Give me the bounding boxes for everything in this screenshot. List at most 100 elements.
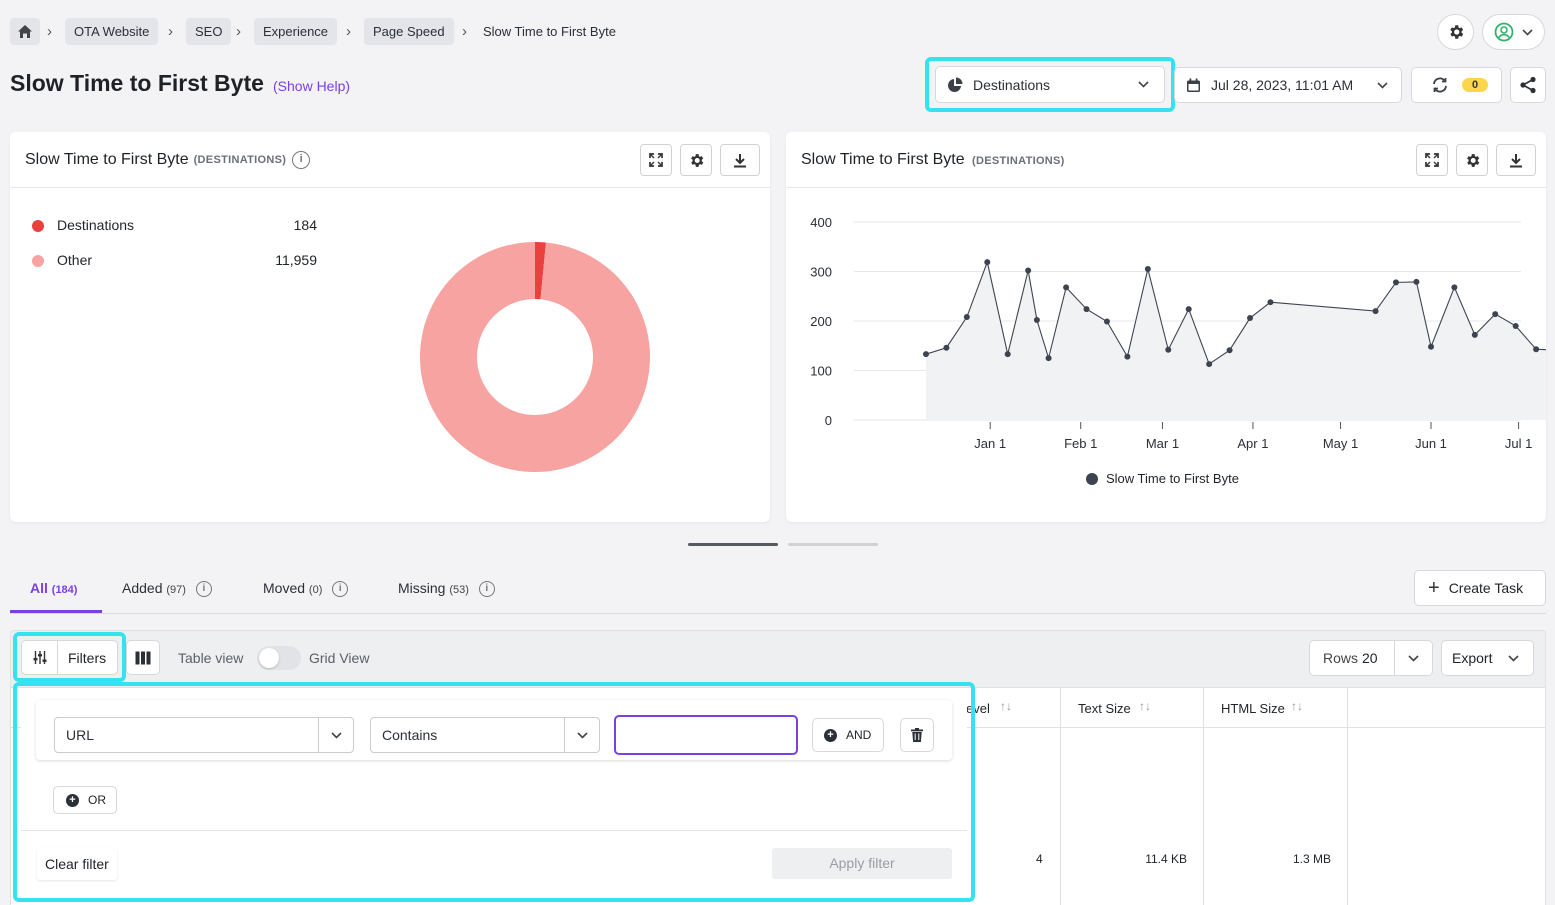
data-point[interactable] bbox=[1247, 315, 1254, 322]
data-point[interactable] bbox=[943, 344, 950, 351]
column-header-html-size[interactable]: HTML Size ↑↓ bbox=[1205, 688, 1348, 905]
data-point[interactable] bbox=[1004, 351, 1011, 358]
settings-button[interactable] bbox=[1437, 14, 1474, 50]
delete-condition-button[interactable] bbox=[900, 718, 934, 752]
y-tick-label: 100 bbox=[810, 364, 832, 379]
tab-added[interactable]: Added (97) i bbox=[122, 580, 212, 598]
rows-per-page-select[interactable]: Rows 20 bbox=[1309, 640, 1433, 676]
clear-filter-button[interactable]: Clear filter bbox=[37, 848, 117, 880]
add-and-condition-button[interactable]: + AND bbox=[812, 718, 884, 752]
breadcrumb-page-speed[interactable]: Page Speed bbox=[364, 18, 454, 45]
filter-operator-select[interactable]: Contains bbox=[370, 717, 600, 753]
breadcrumb: › OTA Website › SEO › Experience › Page … bbox=[0, 0, 700, 60]
donut-legend-item[interactable]: Destinations 184 bbox=[32, 217, 332, 237]
data-point[interactable] bbox=[984, 259, 991, 266]
tab-moved[interactable]: Moved (0) i bbox=[263, 580, 349, 598]
info-icon[interactable]: i bbox=[332, 581, 349, 598]
export-button[interactable]: Export bbox=[1441, 640, 1534, 676]
data-point[interactable] bbox=[1033, 317, 1040, 324]
data-point[interactable] bbox=[1206, 361, 1213, 368]
tab-label: Moved bbox=[263, 580, 306, 596]
data-point[interactable] bbox=[1451, 284, 1458, 291]
columns-button[interactable] bbox=[126, 640, 160, 675]
data-point[interactable] bbox=[1226, 347, 1233, 354]
chevron-down-icon bbox=[1138, 81, 1149, 88]
filter-value-input[interactable] bbox=[614, 715, 798, 755]
donut-slice-destinations[interactable] bbox=[535, 242, 546, 300]
line-card-header: Slow Time to First Byte (DESTINATIONS) bbox=[786, 132, 1546, 188]
apply-filter-button[interactable]: Apply filter bbox=[772, 848, 952, 879]
data-point[interactable] bbox=[1267, 299, 1274, 306]
data-point[interactable] bbox=[1533, 346, 1540, 353]
show-help-link[interactable]: (Show Help) bbox=[273, 78, 351, 94]
date-selector[interactable]: Jul 28, 2023, 11:01 AM bbox=[1174, 67, 1402, 103]
carousel-indicator-active[interactable] bbox=[688, 543, 778, 546]
share-button[interactable] bbox=[1510, 67, 1546, 103]
chart-settings-button[interactable] bbox=[1456, 144, 1488, 176]
x-tick-label: Apr 1 bbox=[1237, 436, 1268, 451]
tab-count: (53) bbox=[449, 584, 469, 596]
download-button[interactable] bbox=[1496, 144, 1536, 176]
y-tick-label: 200 bbox=[810, 314, 832, 329]
data-point[interactable] bbox=[963, 314, 970, 321]
refresh-button[interactable]: 0 bbox=[1411, 67, 1502, 103]
data-point[interactable] bbox=[1083, 306, 1090, 313]
tab-all[interactable]: All (184) bbox=[30, 580, 77, 596]
data-point[interactable] bbox=[1124, 353, 1131, 360]
line-chart: 0 100 200 300 400 Jan 1 Feb 1 Mar 1 Apr 1 May 1 Ju… bbox=[810, 215, 1546, 451]
carousel-indicator[interactable] bbox=[788, 543, 878, 546]
data-point[interactable] bbox=[1492, 311, 1499, 318]
and-label: AND bbox=[846, 728, 872, 742]
data-point[interactable] bbox=[1045, 355, 1052, 362]
user-menu-button[interactable] bbox=[1482, 14, 1545, 50]
breadcrumb-ota-website[interactable]: OTA Website bbox=[65, 18, 159, 45]
line-legend-item[interactable]: Slow Time to First Byte bbox=[1086, 471, 1239, 486]
plus-circle-icon: + bbox=[66, 793, 79, 807]
view-toggle[interactable] bbox=[257, 646, 301, 670]
segment-selector[interactable]: Destinations bbox=[935, 66, 1165, 103]
gear-icon bbox=[690, 153, 703, 167]
y-tick-label: 300 bbox=[810, 265, 832, 280]
data-point[interactable] bbox=[1025, 267, 1032, 274]
info-icon[interactable]: i bbox=[478, 581, 495, 598]
column-header-text-size[interactable]: Text Size ↑↓ bbox=[1062, 688, 1204, 905]
filter-operator-value: Contains bbox=[382, 727, 438, 743]
data-point[interactable] bbox=[1103, 318, 1110, 325]
data-point[interactable] bbox=[1413, 278, 1420, 285]
tab-missing[interactable]: Missing (53) i bbox=[398, 580, 495, 598]
chevron-right-icon: › bbox=[236, 23, 241, 40]
data-point[interactable] bbox=[1392, 279, 1399, 286]
data-point[interactable] bbox=[1185, 306, 1192, 313]
data-point[interactable] bbox=[1372, 308, 1379, 315]
data-point[interactable] bbox=[1165, 346, 1172, 353]
y-tick-label: 0 bbox=[825, 413, 832, 428]
filter-field-chevron bbox=[318, 718, 353, 752]
fullscreen-button[interactable] bbox=[640, 144, 672, 176]
expand-icon bbox=[1425, 153, 1439, 167]
table-view-label: Table view bbox=[178, 650, 244, 666]
home-button[interactable] bbox=[10, 18, 40, 45]
data-point[interactable] bbox=[1144, 266, 1151, 273]
create-task-button[interactable]: + Create Task bbox=[1414, 570, 1546, 606]
filters-button[interactable]: Filters bbox=[21, 640, 118, 675]
data-point[interactable] bbox=[922, 351, 929, 358]
data-point[interactable] bbox=[1471, 331, 1478, 338]
data-point[interactable] bbox=[1063, 284, 1070, 291]
donut-legend-item[interactable]: Other 11,959 bbox=[32, 252, 332, 272]
data-point[interactable] bbox=[1512, 322, 1519, 329]
table-row[interactable]: 4 11.4 KB 1.3 MB bbox=[11, 728, 1545, 905]
fullscreen-button[interactable] bbox=[1416, 144, 1448, 176]
add-or-group-button[interactable]: + OR bbox=[53, 786, 117, 814]
home-icon bbox=[18, 25, 32, 38]
breadcrumb-seo[interactable]: SEO bbox=[186, 18, 232, 45]
info-icon[interactable]: i bbox=[292, 151, 311, 169]
breadcrumb-experience[interactable]: Experience bbox=[254, 18, 338, 45]
info-icon[interactable]: i bbox=[195, 581, 212, 598]
filter-field-select[interactable]: URL bbox=[54, 717, 354, 753]
download-button[interactable] bbox=[720, 144, 760, 176]
chevron-down-icon bbox=[1377, 81, 1388, 89]
donut-slice-other[interactable] bbox=[419, 242, 650, 472]
data-point[interactable] bbox=[1428, 343, 1435, 350]
tab-active-underline bbox=[10, 610, 102, 613]
chart-settings-button[interactable] bbox=[680, 144, 712, 176]
